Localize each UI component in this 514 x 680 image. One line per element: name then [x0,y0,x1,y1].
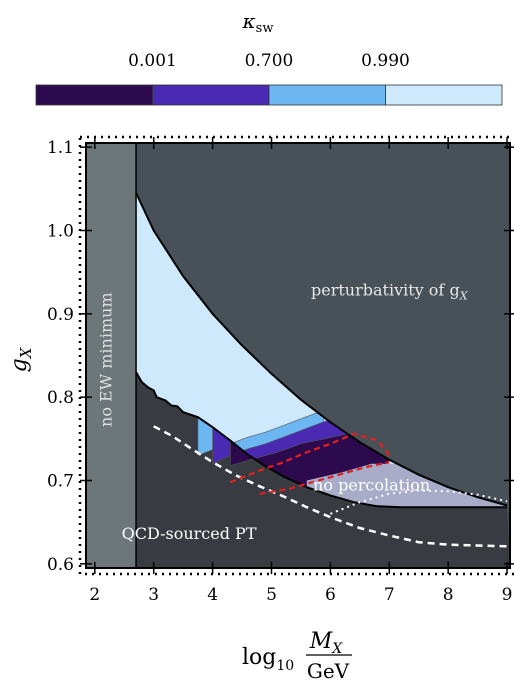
x-tick-label: 5 [266,585,277,605]
colorbar: κsw 0.001 0.700 0.990 [35,9,503,106]
x-tick-label: 3 [148,585,159,605]
qcd-sourced-region [136,372,510,568]
plot-outer-frame [78,135,514,576]
no-percolation-region [306,463,508,508]
colorbar-bin [385,84,503,106]
perturbativity-boundary-line [135,192,508,507]
no-ew-minimum-region [86,143,137,568]
y-axis-label: gX [7,346,35,372]
x-axis-label: log10 MX GeV [242,629,352,680]
x-tick-label: 2 [89,585,100,605]
red-contour-line [259,461,390,495]
y-tick-label: 0.9 [47,305,74,325]
annotation-perturbativity: perturbativity of gX [311,281,469,303]
colorbar-bin [35,84,153,106]
colorbar-tick-label: 0.700 [245,51,294,71]
x-tick-label: 4 [207,585,218,605]
y-tick-label: 0.6 [47,555,74,575]
kappa-bin-3-region [136,193,508,508]
annotation-no-percolation: no percolation [313,476,430,495]
colorbar-bin [152,84,270,106]
red-contour-line [229,432,391,484]
y-tick-label: 0.8 [47,388,74,408]
dotted-line [330,489,508,515]
y-tick-label: 1.1 [47,138,74,158]
svg-text:log10: log10 [242,645,294,674]
x-tick-label: 6 [325,585,336,605]
colorbar-bin [268,84,386,106]
plot-frame [85,142,511,569]
svg-text:MX: MX [309,629,344,657]
lower-boundary-line [135,371,508,509]
y-tick-label: 1.0 [47,222,74,242]
y-tick-label: 0.7 [47,472,74,492]
svg-text:GeV: GeV [307,659,350,680]
perturbativity-cap [136,143,510,506]
annotation-no-ew: no EW minimum [96,292,115,427]
colorbar-title: κsw [242,9,274,36]
colorbar-tick-label: 0.001 [128,51,177,71]
x-tick-label: 7 [384,585,395,605]
colorbar-tick-label: 0.990 [361,51,410,71]
dashed-line [153,425,508,548]
x-tick-label: 9 [502,585,513,605]
annotation-qcd: QCD-sourced PT [122,524,257,543]
x-tick-label: 8 [443,585,454,605]
